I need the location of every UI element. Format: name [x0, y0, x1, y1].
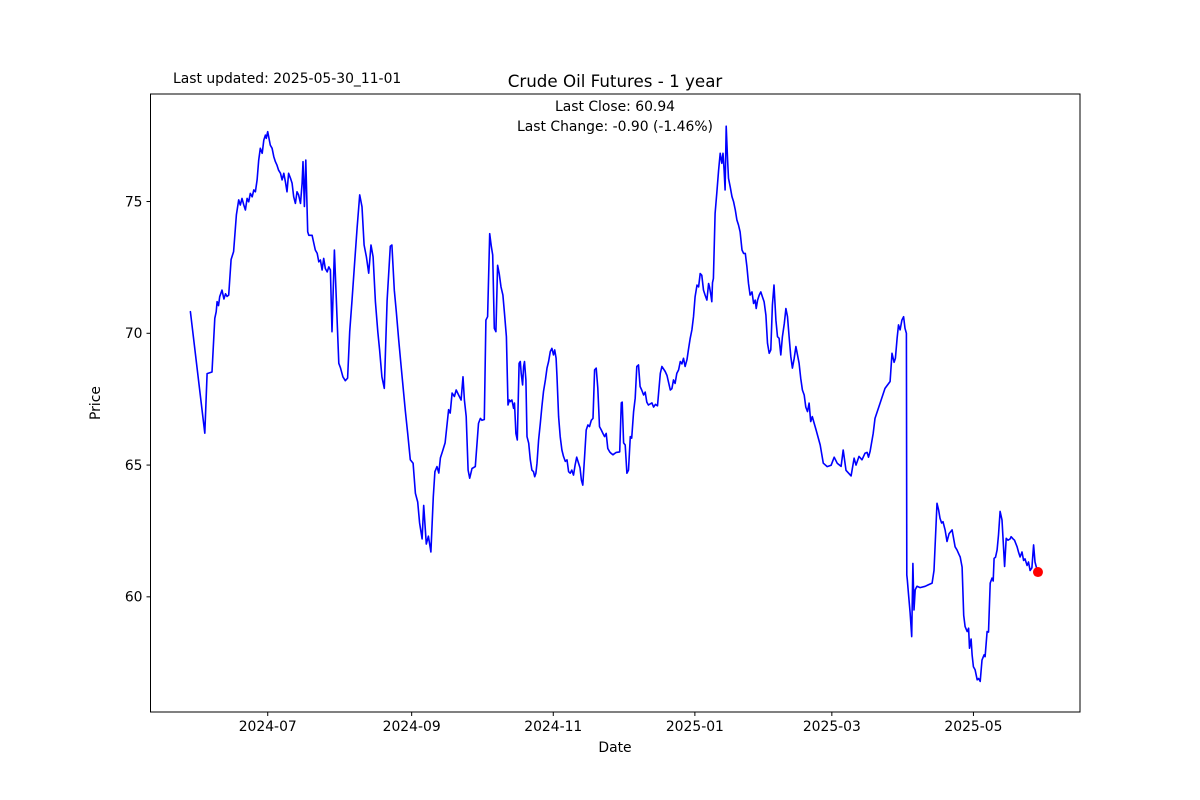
x-tick-label: 2025-05: [944, 719, 1002, 735]
x-tick-label: 2025-03: [803, 719, 861, 735]
y-tick-label: 60: [125, 590, 143, 606]
x-tick-label: 2025-01: [666, 719, 724, 735]
chart-title: Crude Oil Futures - 1 year: [507, 71, 723, 91]
y-tick-label: 65: [125, 458, 143, 474]
last-close-annotation: Last Close: 60.94: [554, 99, 676, 115]
plot-border: [150, 93, 1081, 713]
last-price-marker: [1032, 567, 1043, 578]
x-tick-label: 2024-09: [383, 719, 441, 735]
x-tick-label: 2024-11: [524, 719, 582, 735]
last-updated-label: Last updated: 2025-05-30_11-01: [173, 71, 402, 87]
price-line: [189, 125, 1039, 683]
y-tick-label: 75: [125, 194, 143, 210]
x-axis-label: Date: [598, 740, 632, 756]
y-tick-label: 70: [125, 326, 143, 342]
x-tick-label: 2024-07: [239, 719, 297, 735]
y-axis-label: Price: [88, 386, 104, 420]
last-change-annotation: Last Change: -0.90 (-1.46%): [517, 119, 713, 135]
